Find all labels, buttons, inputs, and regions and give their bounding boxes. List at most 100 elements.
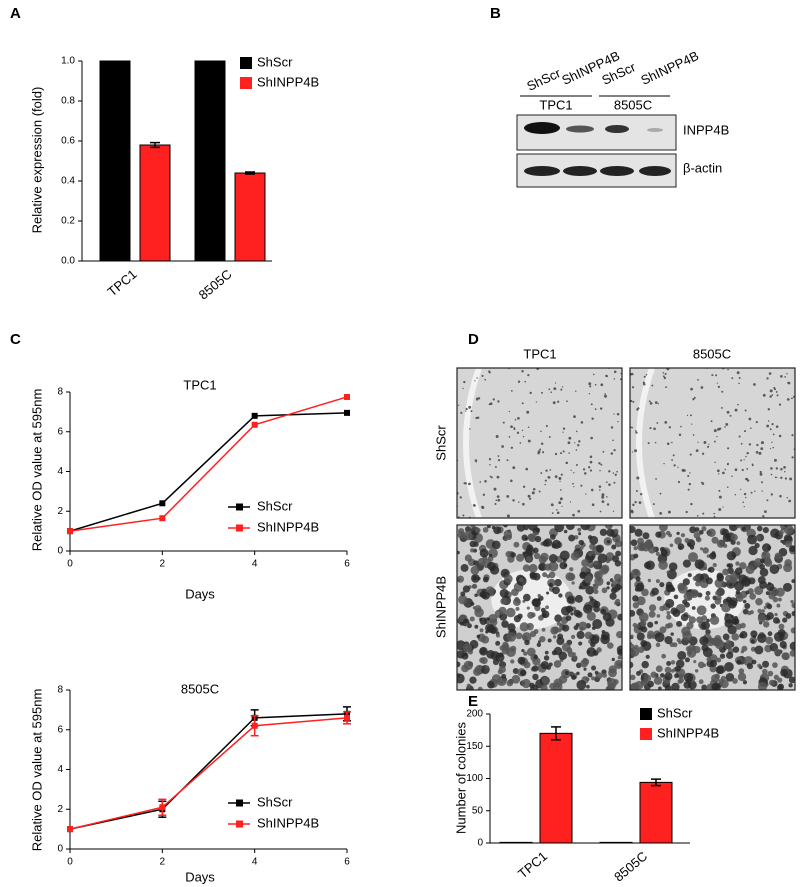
colony xyxy=(511,588,519,597)
colony xyxy=(557,400,560,403)
colony xyxy=(517,656,526,665)
colony xyxy=(571,674,577,680)
colony xyxy=(655,477,657,480)
colony xyxy=(528,533,537,543)
colony xyxy=(556,621,561,626)
colony xyxy=(717,385,721,389)
colony xyxy=(692,576,698,582)
colony xyxy=(462,585,470,593)
colony xyxy=(515,606,520,611)
colony xyxy=(697,661,705,669)
colony xyxy=(710,603,716,609)
x-tick-label: 8505C xyxy=(611,848,650,884)
colony xyxy=(497,459,501,462)
colony xyxy=(740,488,742,490)
colony xyxy=(527,426,530,429)
legend-swatch xyxy=(640,728,652,740)
colony xyxy=(770,493,773,496)
colony xyxy=(664,672,673,681)
colony xyxy=(744,409,747,412)
point xyxy=(67,826,73,833)
colony xyxy=(778,623,785,630)
colony xyxy=(510,659,515,664)
colony xyxy=(754,542,760,549)
colony xyxy=(761,609,765,613)
colony xyxy=(693,396,696,399)
colony xyxy=(751,463,754,466)
colony xyxy=(594,670,599,675)
band xyxy=(524,122,560,134)
colony xyxy=(784,470,786,473)
colony xyxy=(609,592,617,600)
colony xyxy=(731,475,733,477)
colony xyxy=(791,397,793,400)
colony xyxy=(698,679,704,685)
colony xyxy=(584,575,593,584)
colony xyxy=(457,550,460,555)
colony xyxy=(501,445,504,448)
colony xyxy=(791,610,795,617)
colony xyxy=(687,573,692,578)
colony xyxy=(726,486,729,488)
colony xyxy=(680,533,686,538)
image-frame xyxy=(629,524,796,691)
colony xyxy=(494,465,497,468)
colony xyxy=(588,466,591,469)
colony xyxy=(655,579,660,584)
colony xyxy=(554,382,557,384)
colony xyxy=(740,649,745,654)
colony xyxy=(766,424,770,428)
colony xyxy=(725,672,735,682)
colony xyxy=(735,590,741,595)
colony xyxy=(604,394,607,398)
colony xyxy=(670,632,674,636)
colony xyxy=(742,599,747,604)
colony xyxy=(788,683,793,688)
colony xyxy=(512,598,521,607)
colony xyxy=(729,525,738,532)
colony xyxy=(645,560,655,570)
colony xyxy=(659,492,662,495)
colony xyxy=(630,510,634,514)
colony xyxy=(729,583,733,587)
colony xyxy=(788,676,795,684)
colony xyxy=(755,535,761,541)
colony xyxy=(513,428,516,431)
colony xyxy=(573,472,575,474)
y-tick-label: 2 xyxy=(57,506,63,517)
colony xyxy=(462,514,465,517)
colony xyxy=(765,636,774,645)
colony xyxy=(469,676,477,684)
colony xyxy=(654,632,665,643)
group-label: TPC1 xyxy=(539,97,572,112)
colony xyxy=(529,391,532,395)
y-tick-label: 0 xyxy=(57,844,63,855)
colony xyxy=(477,558,486,566)
colony xyxy=(735,525,741,529)
colony xyxy=(537,593,541,598)
colony xyxy=(587,672,593,678)
colony xyxy=(760,558,766,564)
colony xyxy=(634,680,644,690)
colony xyxy=(748,417,752,421)
colony xyxy=(469,616,475,622)
band xyxy=(524,166,560,176)
colony xyxy=(495,640,501,646)
colony xyxy=(722,633,730,641)
colony xyxy=(462,643,473,653)
colony xyxy=(607,642,614,649)
colony xyxy=(570,551,580,561)
colony xyxy=(636,596,646,606)
colony xyxy=(656,596,662,601)
point xyxy=(159,515,166,522)
colony xyxy=(597,553,608,564)
colony xyxy=(554,452,558,456)
colony xyxy=(493,487,497,491)
colony xyxy=(465,410,467,412)
colony xyxy=(778,403,782,406)
colony xyxy=(680,613,689,622)
colony xyxy=(773,674,779,680)
panel-letter: E xyxy=(468,693,478,710)
colony xyxy=(707,568,712,572)
micrograph xyxy=(457,525,622,690)
